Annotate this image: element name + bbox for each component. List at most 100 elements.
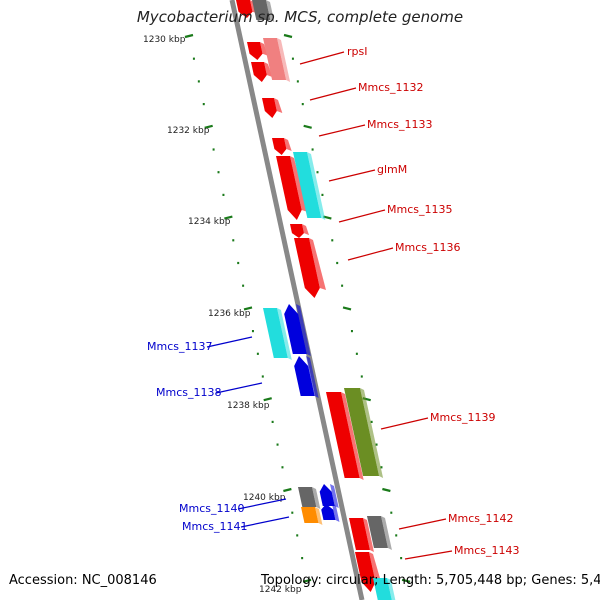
gene-features <box>236 0 396 600</box>
gene-label: Mmcs_1142 <box>448 512 513 525</box>
gene-rpsI-pair-side <box>277 38 291 82</box>
gene-mmcs1137-b-body <box>284 304 307 354</box>
scale-label: 1240 kbp <box>243 493 286 503</box>
gene-label: Mmcs_1135 <box>387 203 452 216</box>
scale-tick <box>323 215 332 220</box>
gene-label: Mmcs_1139 <box>430 411 495 424</box>
gene-mmcs1136-side <box>309 238 327 290</box>
gene-mmcs1136 <box>294 238 327 298</box>
gene-mmcs1142-side <box>363 518 374 552</box>
label-leader-line <box>318 124 366 137</box>
scale-tick <box>401 578 411 583</box>
gene-glmM-pair <box>293 152 326 220</box>
gene-bottom-side <box>387 578 396 600</box>
gene-mmcs1140-b <box>319 484 339 508</box>
gene-rpsI-a <box>247 42 268 60</box>
gene-rpsI-b-body <box>251 62 267 82</box>
gene-label: glmM <box>377 163 407 176</box>
gene-glmM-pair-side <box>307 152 326 220</box>
gene-mmcs1143-side <box>369 552 382 584</box>
gene-mmcs1132-body <box>262 98 277 118</box>
gene-mmcs1139-body <box>326 392 360 478</box>
label-leader-line <box>237 498 287 510</box>
scale-label: 1236 kbp <box>208 309 251 319</box>
gene-mmcs1137-body <box>263 308 288 358</box>
gene-mmcs1141-b <box>321 504 340 522</box>
scale-ticks-left <box>184 33 312 583</box>
gene-bottom <box>373 578 396 600</box>
gene-label: Mmcs_1132 <box>358 81 423 94</box>
scale-tick <box>283 33 293 39</box>
scale-tick <box>283 487 292 493</box>
scale-label: 1238 kbp <box>227 401 270 411</box>
gene-mmcs1137-b-side <box>296 304 311 356</box>
gene-mmcs1138 <box>294 356 319 398</box>
scale-tick <box>342 306 352 311</box>
gene-mmcs1137 <box>263 308 292 360</box>
gene-top-a-body <box>236 0 253 18</box>
genome-backbone <box>229 0 365 600</box>
gene-rpsI-pair <box>263 38 291 82</box>
scale-label: 1234 kbp <box>188 217 231 227</box>
gene-mmcs1142 <box>349 518 374 552</box>
gene-label: Mmcs_1138 <box>156 386 221 399</box>
label-leader-line <box>338 209 386 223</box>
gene-top-b-side <box>266 0 275 22</box>
gene-mmcs1133-side <box>284 138 292 152</box>
label-leader-line <box>240 516 290 528</box>
gene-label: Mmcs_1140 <box>179 502 244 515</box>
gene-label: Mmcs_1136 <box>395 241 460 254</box>
gene-mmcs1141-b-body <box>321 504 336 520</box>
gene-mmcs1140 <box>298 487 321 509</box>
label-leader-line <box>309 87 357 101</box>
scale-tick <box>184 33 194 39</box>
scale-label: 1230 kbp <box>143 35 186 45</box>
scale-tick <box>303 124 312 129</box>
gene-mmcs1138-body <box>294 356 315 396</box>
gene-labels: rpsI Mmcs_1132 Mmcs_1133 glmM Mmcs_1135 Mmcs_… <box>147 45 519 557</box>
scale-tick <box>224 215 233 220</box>
gene-label: Mmcs_1133 <box>367 118 432 131</box>
gene-top-b <box>252 0 275 22</box>
gene-mmcs1143 <box>355 552 382 592</box>
gene-mmcs1140-side <box>312 487 321 509</box>
gene-rpsI-b-side <box>264 62 273 77</box>
label-leader-line <box>215 382 263 394</box>
gene-top-b-body <box>252 0 271 20</box>
gene-label: Mmcs_1141 <box>182 520 247 533</box>
topology-text: Topology: circular; Length: 5,705,448 bp… <box>261 573 600 588</box>
scale-tick <box>263 397 272 402</box>
scale-tick <box>382 487 391 493</box>
gene-mmcs1135 <box>290 224 310 238</box>
label-leader-line <box>347 247 394 261</box>
gene-mmcs1139 <box>326 392 364 480</box>
gene-mmcs1135-body <box>290 224 304 238</box>
gene-bottom-body <box>373 578 392 600</box>
gene-mmcs1141-side <box>315 507 323 525</box>
gene-label: Mmcs_1143 <box>454 544 519 557</box>
gene-label: Mmcs_1137 <box>147 340 212 353</box>
gene-label-leaders <box>206 51 453 560</box>
scale-tick <box>243 306 253 311</box>
label-leader-line <box>328 169 376 182</box>
gene-rpsI-pair-body <box>263 38 287 80</box>
label-leader-line <box>299 51 345 65</box>
gene-mmcs1137-b <box>284 304 311 356</box>
gene-rpsI-a-body <box>247 42 263 60</box>
scale-tick <box>302 578 312 583</box>
gene-mmcs1142-b-body <box>367 516 388 548</box>
gene-mmcs1140-b-body <box>319 484 335 506</box>
gene-mmcs1142-b <box>367 516 392 550</box>
scale-label: 1242 kbp <box>259 585 302 595</box>
gene-mmcs1138-side <box>306 356 319 398</box>
gene-glmM-body <box>276 156 302 220</box>
gene-mmcs1143-body <box>355 552 376 592</box>
scale-tick <box>204 124 213 129</box>
gene-mmcs1142-body <box>349 518 370 550</box>
gene-mmcs1132-side <box>274 98 283 113</box>
accession-text: Accession: NC_008146 <box>9 573 157 588</box>
gene-mmcs1137-side <box>277 308 292 360</box>
gene-label: rpsI <box>347 45 367 58</box>
gene-mmcs1139-b-body <box>344 388 380 476</box>
